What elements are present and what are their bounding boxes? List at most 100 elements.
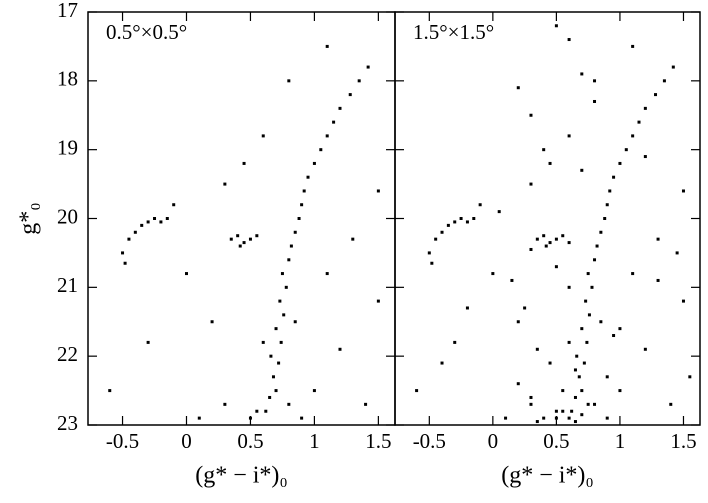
x-tick-label: -0.5 [413,429,446,453]
point [580,389,584,393]
point [376,299,380,303]
point [366,65,370,69]
point [561,389,565,393]
point [236,234,240,238]
point [516,382,520,386]
y-axis-label: g*₀ [16,202,42,234]
point [580,72,584,76]
point [325,44,329,48]
point [561,234,565,238]
x-tick-label: 1.5 [670,429,696,453]
point [302,189,306,193]
point [430,261,434,265]
point [472,217,476,220]
point [529,402,533,406]
point [123,261,127,265]
point [567,134,571,138]
point [255,234,259,238]
point [573,368,577,372]
point [548,241,552,245]
point [567,241,571,245]
point [618,161,622,165]
point [675,251,679,255]
point [453,220,457,224]
point [478,203,482,207]
y-tick-label: 20 [57,204,78,228]
point [584,299,588,303]
point [376,189,380,193]
point [567,416,571,420]
point [554,237,558,241]
point [146,340,150,344]
point [662,79,666,83]
point [643,155,647,159]
x-tick-label: 1.5 [365,429,391,453]
point [427,251,431,255]
point [631,44,635,48]
x-tick-label: 0 [488,429,499,453]
point [338,106,342,110]
point [656,278,660,282]
point [586,272,590,276]
point [631,134,635,138]
point [357,79,361,83]
x-tick-label: 0.5 [543,429,569,453]
y-tick-label: 18 [57,67,78,91]
point [618,389,622,393]
point [264,409,268,413]
point [577,375,581,379]
point [108,389,112,393]
point [535,347,539,351]
point [277,361,281,365]
point [580,168,584,172]
x-tick-label: 1 [615,429,626,453]
point [297,217,301,220]
point [575,354,579,358]
point [293,320,297,324]
point [325,272,329,276]
point [453,340,457,344]
point [223,402,227,406]
point [146,220,150,224]
point [261,340,265,344]
point [287,402,291,406]
point [573,395,577,399]
point [593,99,597,103]
point [238,244,242,248]
point [542,416,546,420]
point [542,148,546,152]
point [159,220,163,224]
point [605,375,609,379]
y-tick-label: 23 [57,411,78,435]
y-tick-label: 19 [57,135,78,159]
point [282,313,286,317]
point [561,409,565,413]
point [312,161,316,165]
point [319,148,323,152]
point [567,38,571,42]
panel-annotation: 1.5°×1.5° [413,20,494,44]
point [529,395,533,399]
point [300,416,304,420]
point [332,120,336,124]
point [612,334,616,338]
point [415,389,419,393]
point [165,217,169,220]
point [434,237,438,241]
point [654,93,658,97]
point [605,203,609,207]
point [280,272,284,276]
point [567,340,571,344]
point [210,320,214,324]
point [548,361,552,365]
point [271,375,275,379]
point [529,247,533,251]
point [608,189,612,193]
point [612,175,616,179]
x-tick-label: -0.5 [106,429,139,453]
point [570,409,574,413]
point [605,416,609,420]
point [624,148,628,152]
point [548,161,552,165]
